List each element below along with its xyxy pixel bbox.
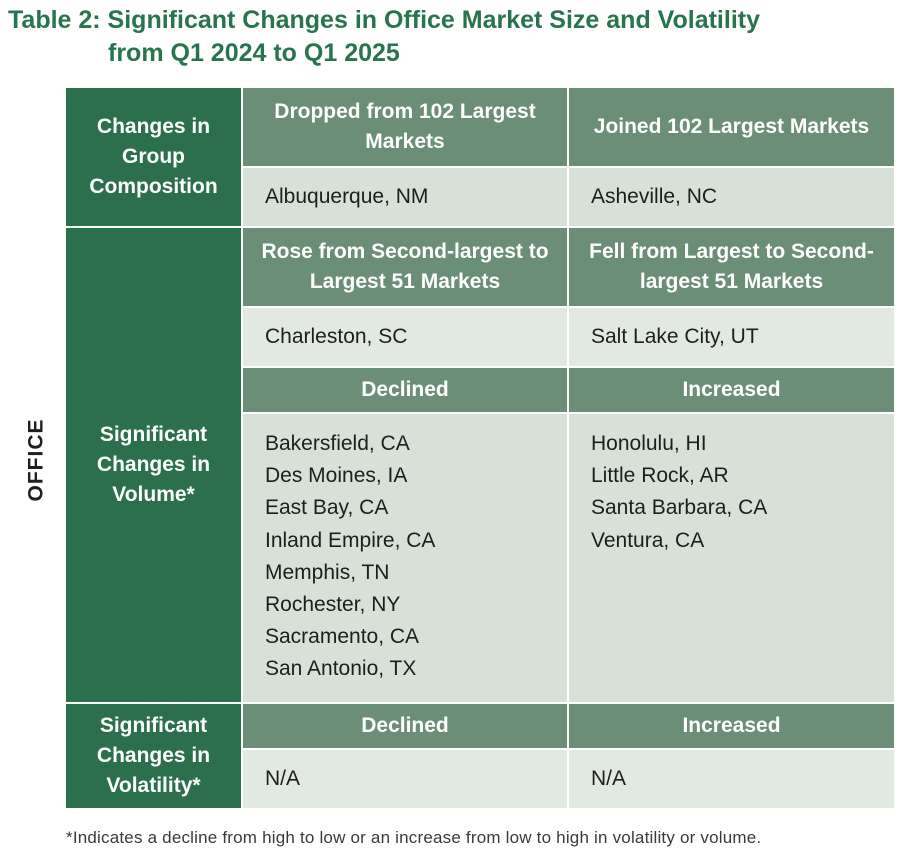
volume-increased-list: Honolulu, HI Little Rock, AR Santa Barbara… xyxy=(569,414,894,702)
title-line-2: from Q1 2024 to Q1 2025 xyxy=(108,39,400,67)
volatility-row-header: Significant Changes in Volatility* xyxy=(66,704,241,808)
list-item: Rochester, NY xyxy=(265,593,401,617)
rose-market-cell: Charleston, SC xyxy=(243,308,567,366)
volume-row-header: Significant Changes in Volume* xyxy=(66,228,241,702)
list-item: Ventura, CA xyxy=(591,528,705,552)
list-item: Honolulu, HI xyxy=(591,432,707,455)
rose-column-header: Rose from Second-largest to Largest 51 M… xyxy=(243,228,567,306)
volume-declined-list: Bakersfield, CA Des Moines, IA East Bay, C… xyxy=(243,414,567,702)
dropped-column-header: Dropped from 102 Largest Markets xyxy=(243,88,567,166)
dropped-market-cell: Albuquerque, NM xyxy=(243,168,567,226)
list-item: Sacramento, CA xyxy=(265,625,420,649)
list-item: San Antonio, TX xyxy=(265,657,417,681)
volume-increased-header: Increased xyxy=(569,368,894,412)
list-item: Little Rock, AR xyxy=(591,464,729,488)
list-item: Bakersfield, CA xyxy=(265,432,410,455)
list-item: Inland Empire, CA xyxy=(265,528,436,552)
composition-row-header: Changes in Group Composition xyxy=(66,88,241,226)
volume-declined-header: Declined xyxy=(243,368,567,412)
title-line-1: Table 2: Significant Changes in Office M… xyxy=(8,6,761,34)
list-item: Santa Barbara, CA xyxy=(591,496,768,520)
volatility-declined-cell: N/A xyxy=(243,750,567,808)
volatility-increased-header: Increased xyxy=(569,704,894,748)
list-item: Memphis, TN xyxy=(265,560,390,584)
fell-column-header: Fell from Largest to Second-largest 51 M… xyxy=(569,228,894,306)
table-title: Table 2: Significant Changes in Office M… xyxy=(8,4,888,70)
list-item: Des Moines, IA xyxy=(265,464,408,488)
list-item: East Bay, CA xyxy=(265,496,389,520)
volatility-increased-cell: N/A xyxy=(569,750,894,808)
footnote: *Indicates a decline from high to low or… xyxy=(66,828,762,847)
joined-market-cell: Asheville, NC xyxy=(569,168,894,226)
office-side-label: OFFICE xyxy=(24,418,47,502)
joined-column-header: Joined 102 Largest Markets xyxy=(569,88,894,166)
fell-market-cell: Salt Lake City, UT xyxy=(569,308,894,366)
volatility-declined-header: Declined xyxy=(243,704,567,748)
